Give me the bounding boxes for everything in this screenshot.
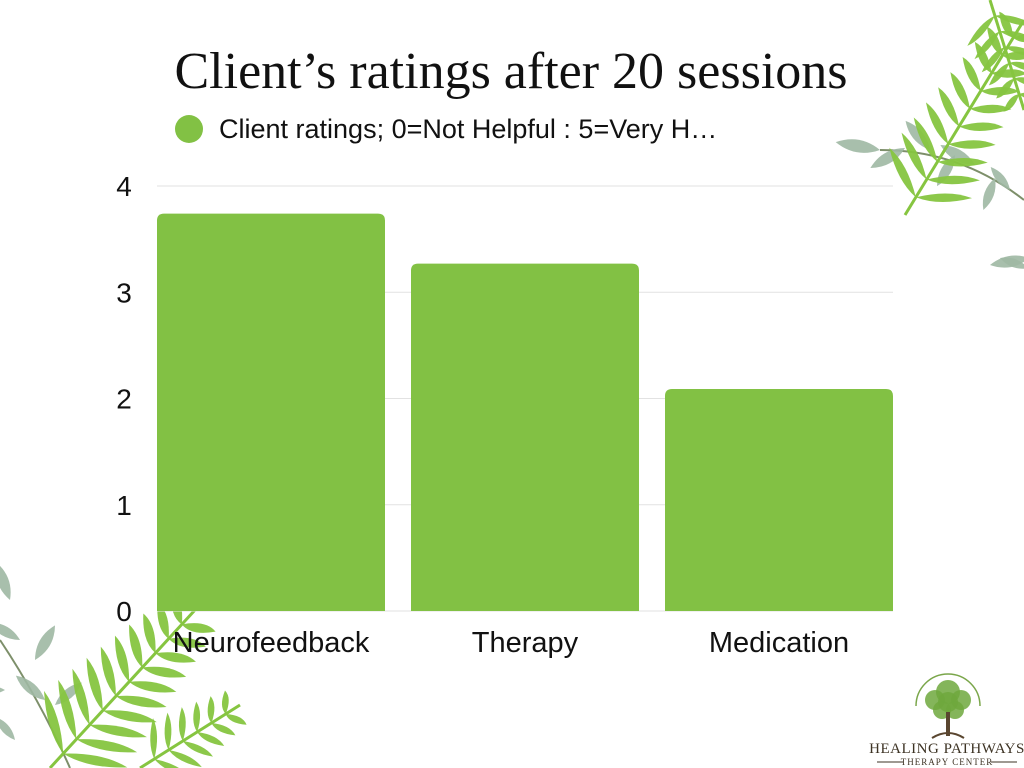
eucalyptus-leaves — [835, 120, 1024, 269]
y-axis-ticks: 0 1 2 3 4 — [116, 171, 132, 627]
logo-name: HEALING PATHWAYS — [869, 741, 1024, 757]
bar-neurofeedback — [157, 213, 385, 611]
foliage-decoration-bottom-left — [0, 565, 247, 768]
bar-medication — [665, 388, 893, 611]
healing-pathways-logo: HEALING PATHWAYS THERAPY CENTER — [869, 673, 1024, 767]
y-tick-label: 2 — [116, 384, 132, 415]
y-tick-label: 1 — [116, 490, 132, 521]
fern-frond-top-right-2 — [967, 0, 1024, 112]
logo-subtitle: THERAPY CENTER — [901, 757, 993, 767]
x-tick-label: Neurofeedback — [173, 627, 370, 659]
bars — [157, 213, 893, 611]
x-axis-labels: Neurofeedback Therapy Medication — [173, 627, 849, 659]
fern-frond-top-right-1 — [889, 11, 1024, 216]
y-tick-label: 4 — [116, 171, 132, 202]
legend-swatch — [175, 115, 203, 143]
fern-frond-bottom-left-1 — [44, 591, 216, 768]
legend: Client ratings; 0=Not Helpful : 5=Very H… — [175, 114, 717, 144]
foliage-decoration-top-right — [835, 0, 1024, 269]
y-tick-label: 3 — [116, 277, 132, 308]
x-tick-label: Medication — [709, 627, 849, 659]
legend-label: Client ratings; 0=Not Helpful : 5=Very H… — [219, 114, 717, 144]
fern-frond-bottom-left-2 — [139, 690, 247, 768]
bar-therapy — [411, 263, 639, 611]
x-tick-label: Therapy — [472, 627, 579, 659]
y-tick-label: 0 — [116, 596, 132, 627]
chart-title: Client’s ratings after 20 sessions — [174, 43, 847, 100]
tree-icon — [915, 673, 981, 739]
